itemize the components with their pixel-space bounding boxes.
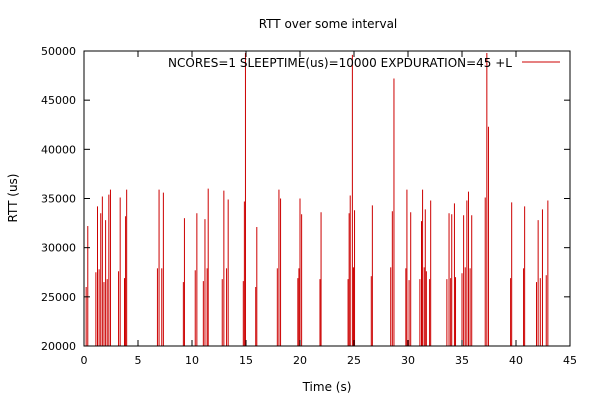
x-tick-label: 35 [455,354,469,367]
x-axis-label: Time (s) [302,380,352,394]
chart-title: RTT over some interval [259,17,398,31]
x-tick-label: 45 [563,354,577,367]
x-tick-label: 10 [185,354,199,367]
x-tick-label: 20 [293,354,307,367]
series-layer [84,52,565,347]
legend-label: NCORES=1 SLEEPTIME(us)=10000 EXPDURATION… [168,56,512,70]
y-tick-label: 45000 [41,94,76,107]
x-tick-label: 5 [135,354,142,367]
x-axis-ticks: 0 5 10 15 20 25 30 35 40 45 [81,51,577,367]
x-tick-label: 25 [347,354,361,367]
plot-frame [83,50,571,347]
x-tick-label: 40 [509,354,523,367]
y-tick-label: 35000 [41,193,76,206]
y-tick-label: 40000 [41,143,76,156]
x-tick-label: 0 [81,354,88,367]
legend: NCORES=1 SLEEPTIME(us)=10000 EXPDURATION… [168,56,560,70]
x-tick-label: 30 [401,354,415,367]
y-tick-label: 30000 [41,242,76,255]
x-tick-label: 15 [239,354,253,367]
y-tick-label: 25000 [41,291,76,304]
y-tick-label: 20000 [41,340,76,353]
y-axis-label: RTT (us) [6,174,20,223]
y-tick-label: 50000 [41,45,76,58]
y-axis-ticks: 20000 25000 30000 35000 40000 45000 50000 [41,45,570,353]
